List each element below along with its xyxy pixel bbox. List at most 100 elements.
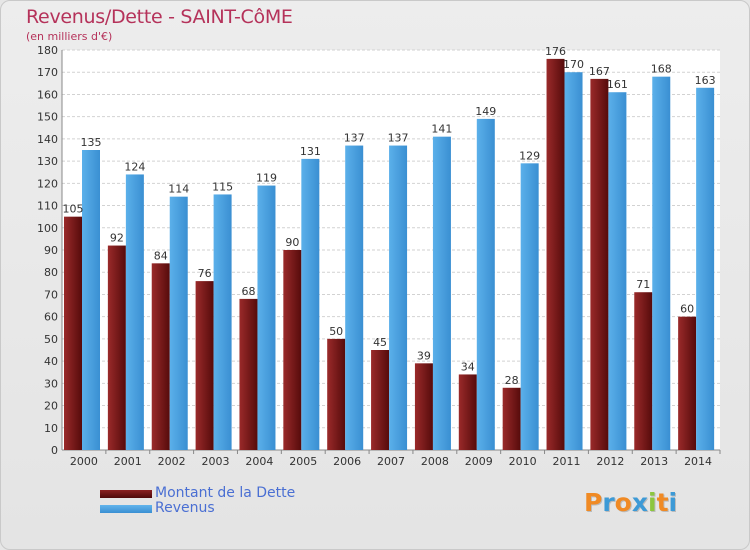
data-label: 68 (241, 285, 255, 298)
data-label: 149 (475, 105, 496, 118)
x-tick-label: 2010 (509, 455, 537, 468)
bar-revenus (652, 76, 671, 451)
x-tick-label: 2013 (640, 455, 668, 468)
bar-revenus (432, 136, 451, 450)
data-label: 90 (285, 236, 299, 249)
data-label: 176 (545, 45, 566, 58)
logo-letter: t (656, 488, 669, 517)
data-label: 137 (344, 132, 365, 145)
logo-letter: r (602, 488, 615, 517)
x-axis: 2000 2001 2002 2003 2004 2005 2006 2007 2008 2009… (70, 450, 721, 468)
bar-revenus (564, 72, 583, 450)
y-tick-label: 30 (44, 377, 58, 390)
bar-revenus (520, 163, 539, 451)
bars (64, 58, 715, 451)
bar-revenus (169, 196, 188, 450)
y-tick-label: 60 (44, 311, 58, 324)
data-label: 170 (563, 58, 584, 71)
bar-dette (502, 387, 521, 450)
bar-revenus (213, 194, 232, 450)
legend-swatch-debt (100, 489, 152, 498)
x-tick-label: 2000 (70, 455, 98, 468)
chart-title: Revenus/Dette - SAINT-CôME (26, 6, 293, 28)
y-tick-label: 160 (37, 88, 58, 101)
bar-revenus (345, 145, 364, 451)
x-tick-label: 2007 (377, 455, 405, 468)
data-label: 28 (505, 374, 519, 387)
y-tick-label: 170 (37, 66, 58, 79)
y-tick-label: 70 (44, 288, 58, 301)
bar-revenus (257, 185, 276, 451)
logo-letter: i (668, 488, 678, 517)
proxiti-logo: Proxiti (584, 488, 677, 517)
x-tick-label: 2012 (596, 455, 624, 468)
data-label: 129 (519, 149, 540, 162)
bar-dette (107, 245, 126, 450)
bar-dette (64, 216, 82, 450)
bar-revenus (608, 92, 627, 450)
data-labels: 105 135 92 124 84 114 76 115 68 119 90 131 50 137 45 13… (63, 45, 716, 387)
x-tick-label: 2009 (465, 455, 493, 468)
data-label: 163 (695, 74, 716, 87)
bar-dette (371, 350, 390, 450)
data-label: 39 (417, 349, 431, 362)
data-label: 50 (329, 325, 343, 338)
y-tick-label: 100 (37, 222, 58, 235)
legend: Montant de la Dette Revenus (100, 486, 295, 516)
y-tick-label: 40 (44, 355, 58, 368)
y-tick-label: 0 (51, 444, 58, 457)
logo-letter: x (631, 488, 648, 517)
x-tick-label: 2011 (552, 455, 580, 468)
y-axis: 0 10 20 30 40 50 60 70 80 90 100 110 120 130 140 150 160… (37, 44, 720, 457)
legend-swatch-revenus (100, 504, 152, 513)
bar-revenus (696, 87, 715, 451)
bar-dette (195, 281, 214, 450)
data-label: 105 (63, 203, 84, 216)
y-tick-label: 150 (37, 111, 58, 124)
bar-dette (239, 298, 258, 450)
y-tick-label: 80 (44, 266, 58, 279)
x-tick-label: 2004 (245, 455, 273, 468)
data-label: 135 (81, 136, 102, 149)
data-label: 76 (198, 267, 212, 280)
legend-item-revenus: Revenus (100, 501, 295, 516)
data-label: 137 (388, 132, 409, 145)
y-tick-label: 180 (37, 44, 58, 57)
y-tick-label: 120 (37, 177, 58, 190)
y-tick-label: 130 (37, 155, 58, 168)
data-label: 71 (636, 278, 650, 291)
bar-dette (283, 250, 302, 450)
data-label: 168 (651, 63, 672, 76)
bar-dette (634, 292, 653, 450)
data-label: 84 (154, 249, 168, 262)
bar-revenus (125, 174, 144, 450)
bar-dette (458, 374, 477, 450)
data-label: 141 (431, 123, 452, 136)
bar-dette (327, 338, 346, 450)
y-tick-label: 110 (37, 200, 58, 213)
legend-label-revenus: Revenus (155, 500, 215, 516)
y-tick-label: 10 (44, 422, 58, 435)
logo-letter: i (648, 488, 657, 517)
legend-item-debt: Montant de la Dette (100, 486, 295, 501)
y-tick-label: 140 (37, 133, 58, 146)
data-label: 92 (110, 232, 124, 245)
data-label: 115 (212, 180, 233, 193)
bar-dette (151, 263, 170, 450)
logo-letter: o (614, 488, 632, 517)
data-label: 34 (461, 360, 475, 373)
bar-dette (678, 316, 697, 450)
legend-label-debt: Montant de la Dette (155, 485, 296, 501)
data-label: 131 (300, 145, 321, 158)
bar-revenus (476, 118, 495, 450)
chart-subtitle: (en milliers d'€) (26, 30, 113, 43)
data-label: 167 (589, 65, 610, 78)
y-tick-label: 50 (44, 333, 58, 346)
x-tick-label: 2014 (684, 455, 712, 468)
x-tick-label: 2003 (202, 455, 230, 468)
bar-dette (590, 78, 609, 450)
x-tick-label: 2005 (289, 455, 317, 468)
x-tick-label: 2006 (333, 455, 361, 468)
x-tick-label: 2008 (421, 455, 449, 468)
